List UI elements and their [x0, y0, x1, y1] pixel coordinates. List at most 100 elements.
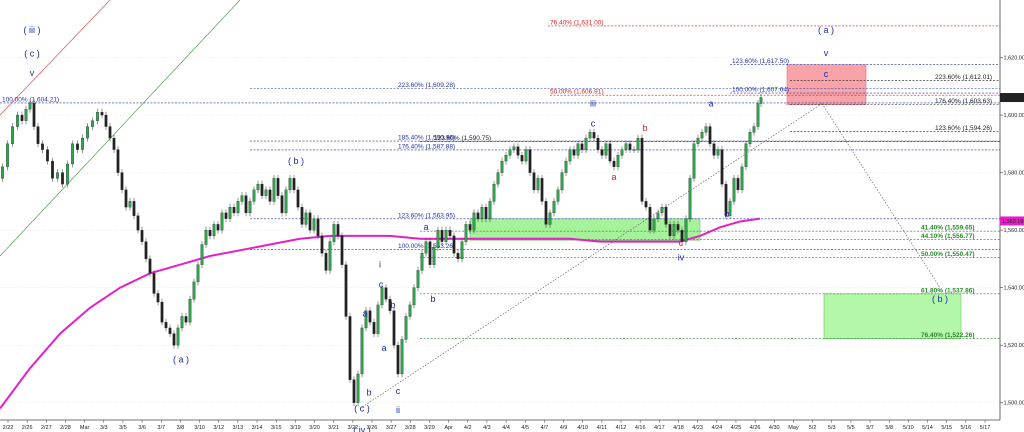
candle-body — [304, 212, 308, 225]
x-tick-label: 3/21 — [328, 425, 339, 431]
rising-dotted-trendline — [359, 103, 823, 409]
candle-body — [196, 264, 200, 283]
candle-body — [256, 183, 260, 191]
candle-body — [412, 287, 416, 306]
candle-body — [684, 218, 688, 242]
candle-body — [336, 224, 340, 237]
candle-body — [164, 322, 168, 329]
candle-body — [20, 114, 24, 121]
x-tick-label: 3/3 — [100, 425, 108, 431]
candle-body — [156, 293, 160, 303]
wave-label: ( b ) — [288, 156, 304, 166]
candle-body — [500, 160, 504, 173]
candle-body — [532, 172, 536, 191]
x-tick-label: 3/5 — [119, 425, 127, 431]
candle-body — [520, 155, 524, 162]
candle-body — [252, 189, 256, 202]
fib-level-label: 223.60% (1,612.01) — [935, 74, 992, 81]
candle-body — [104, 114, 108, 127]
x-tick-label: Apr — [444, 425, 453, 431]
candle-body — [584, 137, 588, 150]
candle-body — [748, 132, 752, 144]
candle-body — [364, 310, 368, 329]
x-tick-label: Mar — [80, 425, 90, 431]
candle-body — [440, 229, 444, 242]
candle-body — [116, 149, 120, 173]
x-tick-label: 4/10 — [577, 425, 588, 431]
candle-body — [244, 195, 248, 214]
x-tick-label: 4/25 — [731, 425, 742, 431]
candle-body — [272, 178, 276, 202]
candle-body — [488, 201, 492, 219]
x-tick-label: 4/26 — [750, 425, 761, 431]
x-tick-label: 3/7 — [157, 425, 165, 431]
candle-body — [580, 143, 584, 150]
candle-body — [492, 183, 496, 202]
wave-label: ( iii ) — [24, 25, 41, 35]
candle-body — [660, 206, 664, 214]
wave-label: ( b ) — [932, 294, 948, 304]
x-tick-label: 3/13 — [233, 425, 244, 431]
fib-level-label: 61.80% (1,537.86) — [921, 287, 974, 294]
fib-level-label: 50.00% (1,606.91) — [550, 89, 603, 96]
candle-body — [428, 241, 432, 265]
candle-body — [240, 195, 244, 202]
candle-body — [132, 201, 136, 216]
price-series — [1, 94, 763, 407]
candle-body — [316, 218, 320, 237]
candle-body — [176, 327, 180, 346]
x-tick-label: 4/5 — [521, 425, 529, 431]
candle-body — [564, 160, 568, 173]
candle-body — [712, 143, 716, 156]
x-tick-label: 3/15 — [271, 425, 282, 431]
x-tick-label: 2/26 — [22, 425, 33, 431]
red-channel-line — [0, 0, 111, 116]
x-tick-label: 4/12 — [616, 425, 627, 431]
candle-body — [168, 327, 172, 334]
last-price-tag-bg — [1000, 93, 1024, 103]
x-tick-label: 3/14 — [252, 425, 263, 431]
candle-body — [260, 183, 264, 196]
candle-body — [66, 163, 69, 185]
wave-label: c — [824, 69, 829, 79]
candle-body — [380, 287, 384, 306]
wave-label: c — [591, 119, 596, 129]
candle-body — [180, 316, 184, 329]
candle-body — [356, 373, 360, 403]
wave-label: b — [366, 388, 371, 398]
wave-label: b — [430, 294, 435, 304]
candle-body — [472, 212, 476, 231]
candle-body — [340, 235, 344, 265]
candle-body — [392, 310, 396, 346]
dotted-trendlines — [359, 103, 941, 409]
candle-body — [716, 149, 720, 156]
x-tick-label: 3/10 — [194, 425, 205, 431]
candle-body — [640, 137, 644, 202]
candle-body — [588, 132, 592, 139]
last-price-tag-label: 1,606.10 — [1002, 96, 1023, 102]
candle-body — [344, 264, 348, 317]
x-tick-label: 4/4 — [502, 425, 510, 431]
candle-body — [232, 206, 236, 214]
candle-body — [608, 143, 612, 162]
candle-body — [480, 206, 484, 219]
candle-body — [296, 189, 300, 208]
y-axis: 1,620.00 1,600.00 1,580.00 1,560.00 1,540.00… — [999, 0, 1024, 420]
candle-body — [384, 287, 388, 300]
ma-value-tag-label: 1,563.19 — [1002, 219, 1023, 225]
candle-body — [432, 247, 436, 265]
wave-labels: ( iii )( c )v( b )( a )( c )( iv )icbaab… — [24, 25, 949, 432]
x-tick-label: 3/19 — [290, 425, 301, 431]
candle-body — [108, 126, 112, 139]
candle-body — [420, 253, 424, 271]
candle-body — [688, 178, 692, 219]
candle-body — [204, 229, 208, 245]
wave-label: ( iv ) — [353, 425, 371, 432]
candle-body — [680, 229, 684, 242]
candle-body — [46, 149, 49, 162]
fib-level-label: 76.40% (1,631.00) — [550, 19, 603, 26]
candle-body — [560, 172, 564, 191]
candle-body — [724, 183, 728, 216]
candle-body — [86, 126, 89, 139]
candle-body — [672, 224, 676, 237]
